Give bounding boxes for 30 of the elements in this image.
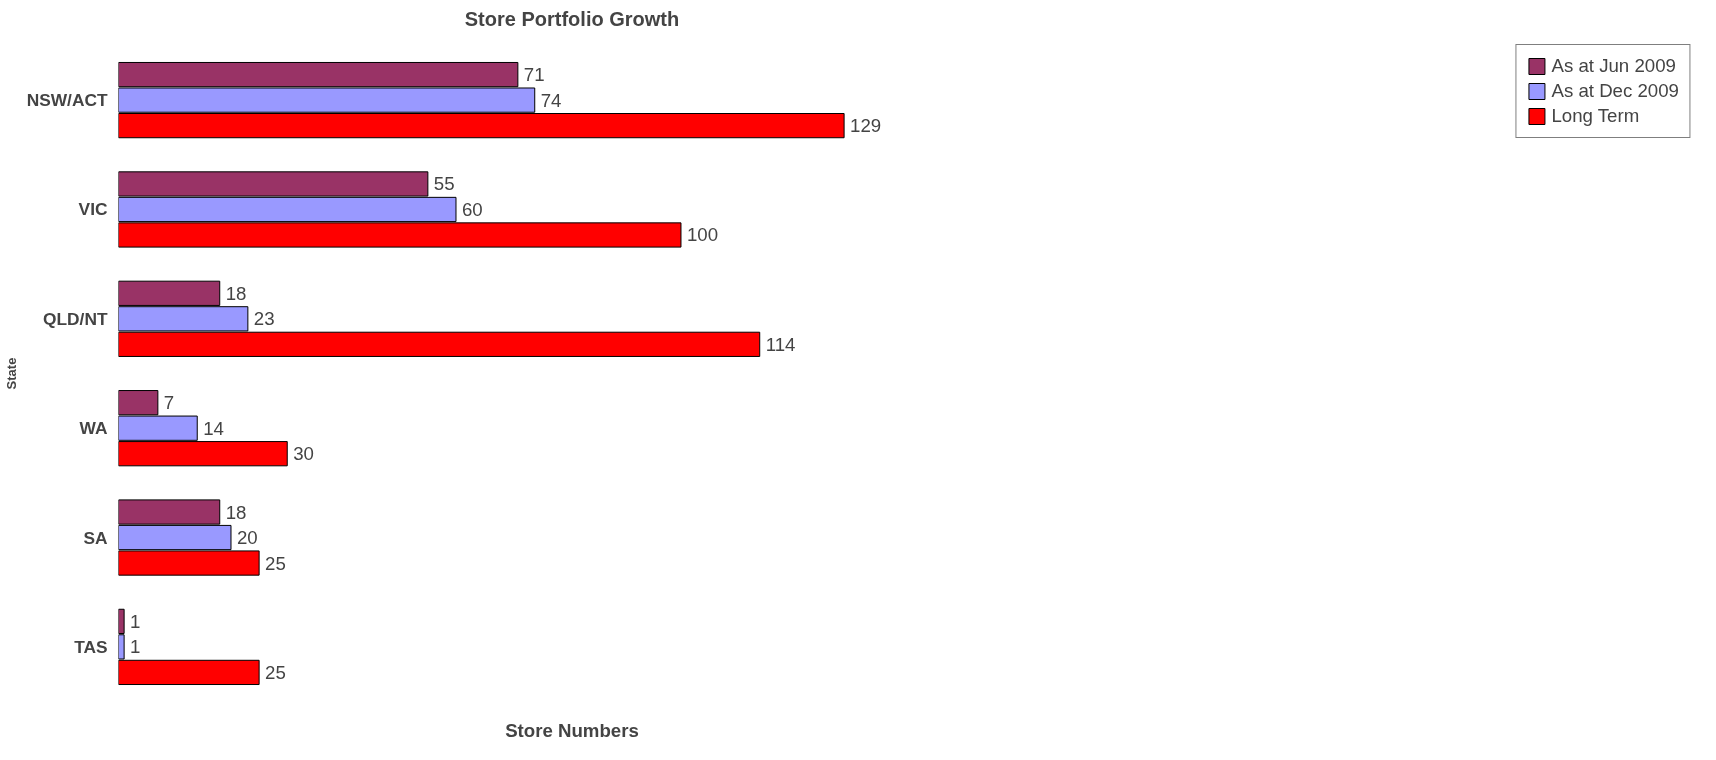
- data-label: 100: [686, 224, 719, 246]
- y-tick-label: NSW/ACT: [26, 90, 108, 111]
- x-axis-title: Store Numbers: [505, 719, 639, 741]
- data-label: 7: [163, 392, 175, 414]
- data-label: 60: [461, 198, 483, 220]
- y-tick-label: SA: [83, 527, 108, 548]
- legend-label: As at Dec 2009: [1551, 80, 1679, 102]
- data-label: 1: [130, 610, 141, 632]
- y-axis-title: State: [3, 357, 19, 390]
- y-tick-label: TAS: [74, 636, 108, 657]
- data-label: 23: [253, 308, 275, 330]
- data-label: 25: [265, 552, 286, 574]
- data-label: 74: [540, 89, 562, 111]
- chart-title: Store Portfolio Growth: [464, 7, 680, 30]
- data-label: 18: [225, 282, 247, 304]
- data-label: 30: [293, 443, 315, 465]
- data-label: 20: [237, 527, 258, 549]
- data-label: 71: [523, 64, 545, 86]
- data-label: 25: [265, 661, 286, 683]
- data-label: 14: [203, 417, 225, 439]
- y-tick-label: QLD/NT: [43, 308, 108, 329]
- data-label: 114: [765, 333, 796, 355]
- legend-label: As at Jun 2009: [1551, 55, 1676, 77]
- data-label: 1: [130, 636, 141, 658]
- y-tick-label: VIC: [78, 199, 108, 220]
- data-label: 129: [850, 115, 882, 137]
- y-tick-label: WA: [79, 418, 108, 439]
- data-label: 55: [433, 173, 455, 195]
- data-label: 18: [225, 501, 247, 523]
- legend-label: Long Term: [1551, 105, 1640, 127]
